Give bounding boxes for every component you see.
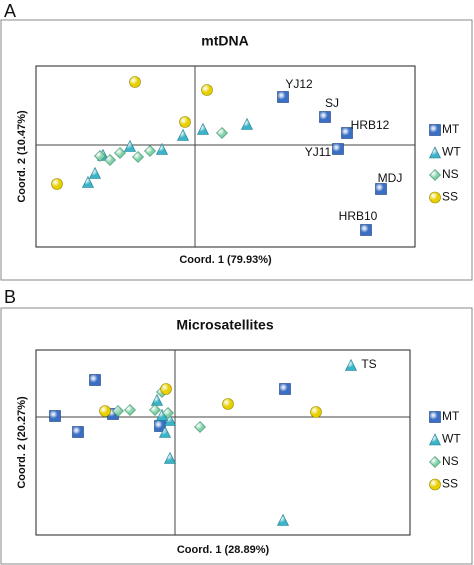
point xyxy=(89,166,101,179)
legend-label: MT xyxy=(442,122,460,136)
point-label: SJ xyxy=(325,96,339,110)
point xyxy=(277,91,289,103)
point-label: YJ11 xyxy=(305,145,332,159)
legend-label: NS xyxy=(442,167,459,181)
point xyxy=(201,84,213,96)
point xyxy=(216,127,228,139)
point-label: YJ12 xyxy=(285,77,313,91)
point xyxy=(129,76,141,88)
point xyxy=(160,383,172,395)
x-axis-label: Coord. 1 (79.93%) xyxy=(179,254,272,266)
point-label: HRB10 xyxy=(339,209,378,223)
point xyxy=(156,142,168,155)
point xyxy=(144,145,156,157)
panel-letter: A xyxy=(4,1,16,21)
point xyxy=(132,151,144,163)
legend-marker xyxy=(429,124,441,136)
plot-area xyxy=(35,349,411,536)
legend-marker xyxy=(429,411,441,423)
point xyxy=(241,117,253,130)
point xyxy=(159,425,171,438)
legend-marker xyxy=(429,191,441,204)
legend-marker xyxy=(429,433,441,446)
point xyxy=(360,224,372,236)
point xyxy=(112,405,124,417)
point xyxy=(151,393,163,406)
panel-frame xyxy=(0,307,473,565)
point xyxy=(310,406,322,418)
point xyxy=(82,175,94,188)
point xyxy=(162,407,174,419)
plot-area xyxy=(35,65,416,248)
chart-title: Microsatellites xyxy=(176,317,273,333)
point xyxy=(51,178,63,190)
point xyxy=(72,426,84,438)
point xyxy=(197,122,209,135)
point xyxy=(99,405,111,417)
point xyxy=(89,374,101,386)
legend-marker xyxy=(429,456,441,468)
point xyxy=(194,421,206,433)
point xyxy=(341,127,353,139)
point xyxy=(222,398,234,410)
legend-label: NS xyxy=(442,454,459,468)
point xyxy=(345,358,357,371)
y-axis-label: Coord. 2 (10.47%) xyxy=(16,110,28,203)
legend-label: WT xyxy=(442,432,461,446)
point xyxy=(279,383,291,395)
point xyxy=(124,139,136,152)
point xyxy=(332,143,344,155)
point-label: TS xyxy=(361,357,376,371)
legend-label: MT xyxy=(442,409,460,423)
legend-marker xyxy=(429,478,441,491)
point xyxy=(94,150,106,162)
point xyxy=(179,116,191,128)
legend-marker xyxy=(429,146,441,159)
panel-letter: B xyxy=(4,287,16,307)
point xyxy=(49,410,61,422)
point-label: HRB12 xyxy=(351,118,390,132)
x-axis-label: Coord. 1 (28.89%) xyxy=(177,544,270,556)
point-label: MDJ xyxy=(378,171,403,185)
point xyxy=(149,404,161,416)
legend-label: SS xyxy=(442,190,458,204)
point xyxy=(177,128,189,141)
point xyxy=(375,183,387,195)
point xyxy=(164,451,176,464)
legend-label: WT xyxy=(442,145,461,159)
chart-title: mtDNA xyxy=(201,33,248,49)
y-axis-label: Coord. 2 (20.27%) xyxy=(16,396,28,489)
point xyxy=(104,154,116,166)
legend-marker xyxy=(429,169,441,181)
point xyxy=(124,404,136,416)
legend-label: SS xyxy=(442,477,458,491)
panel-frame xyxy=(0,19,473,281)
point xyxy=(114,147,126,159)
point xyxy=(319,111,331,123)
point xyxy=(277,513,289,526)
